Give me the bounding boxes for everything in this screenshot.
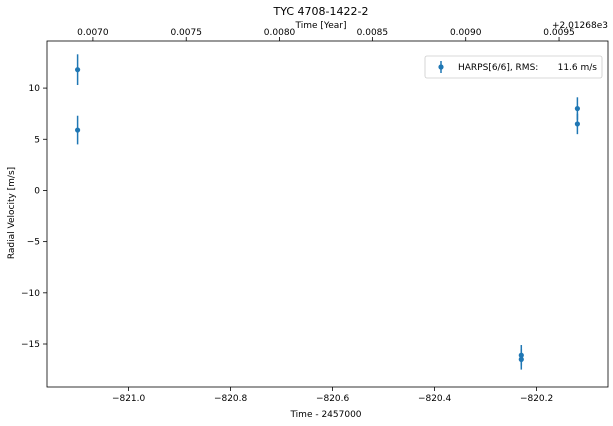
top-tick-label: 0.0080 — [264, 28, 296, 38]
points-layer — [75, 67, 581, 362]
plot-frame — [46, 40, 609, 388]
top-tick-label: 0.0070 — [77, 28, 109, 38]
data-point — [75, 67, 81, 73]
x-tick-label: −820.6 — [316, 394, 350, 404]
legend-box — [424, 55, 603, 79]
legend-label: HARPS[6/6], RMS: — [458, 63, 538, 73]
y-tick-label: −15 — [21, 340, 40, 350]
top-tick-label: 0.0085 — [357, 28, 389, 38]
y-tick-label: 10 — [29, 84, 41, 94]
y-axis-label: Radial Velocity [m/s] — [7, 167, 17, 259]
x-tick-label: −821.0 — [112, 394, 146, 404]
legend: HARPS[6/6], RMS: 11.6 m/s — [424, 55, 603, 79]
data-point — [518, 352, 524, 358]
data-point — [75, 127, 81, 133]
x-tick-label: −820.2 — [520, 394, 553, 404]
y-tick-label: 5 — [34, 135, 40, 145]
x-axis-label: Time - 2457000 — [289, 410, 361, 420]
errorbars-layer — [76, 54, 579, 370]
y-tick-label: −10 — [21, 289, 40, 299]
y-tick-label: 0 — [34, 186, 40, 196]
data-point — [574, 105, 581, 112]
data-point — [518, 356, 524, 362]
top-axis-label: Time [Year] — [295, 21, 347, 31]
data-point — [574, 121, 581, 127]
top-tick-label: 0.0095 — [543, 28, 575, 38]
x-tick-label: −820.8 — [214, 394, 248, 404]
legend-value: 11.6 m/s — [558, 63, 598, 73]
y-tick-label: −5 — [27, 238, 40, 248]
top-tick-label: 0.0075 — [170, 28, 202, 38]
ticks-layer: −821.0 −820.8 −820.6 −820.4 −820.2 10 5 0 −5 −10 −… — [21, 28, 575, 404]
legend-marker — [438, 64, 444, 70]
top-tick-label: 0.0090 — [450, 28, 482, 38]
x-tick-label: −820.4 — [418, 394, 452, 404]
chart-title: TYC 4708-1422-2 — [273, 5, 369, 18]
top-axis-offset: +2.01268e3 — [552, 21, 608, 31]
